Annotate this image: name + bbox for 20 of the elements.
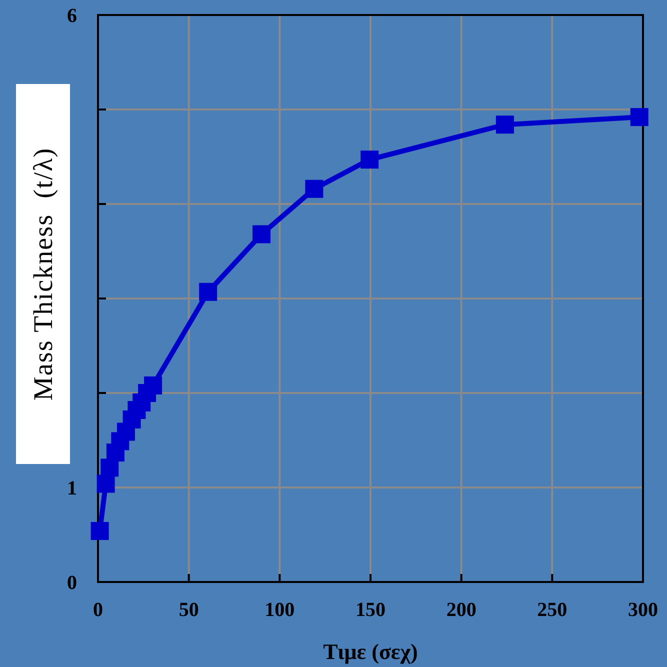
y-tick-label: 0 — [67, 572, 77, 594]
point — [305, 180, 324, 198]
point — [496, 116, 514, 134]
x-tick-label: 300 — [628, 599, 658, 621]
point — [252, 225, 270, 244]
point — [630, 108, 648, 126]
x-tick-label: 0 — [93, 599, 103, 621]
y-tick-label: 6 — [67, 5, 77, 27]
y-tick-label: 1 — [67, 478, 77, 500]
x-tick-label: 50 — [178, 599, 199, 621]
x-tick-label: 150 — [356, 599, 386, 621]
point — [96, 474, 115, 493]
x-tick-label: 200 — [446, 599, 476, 621]
point — [90, 522, 109, 540]
point — [360, 150, 379, 169]
y-axis-title: Mass Thickness (t/λ) — [28, 147, 58, 401]
point — [199, 282, 218, 301]
x-tick-label: 250 — [537, 599, 568, 621]
x-tick-label: 100 — [264, 599, 295, 621]
x-axis-title: Τιμε (σεχ) — [323, 639, 418, 664]
